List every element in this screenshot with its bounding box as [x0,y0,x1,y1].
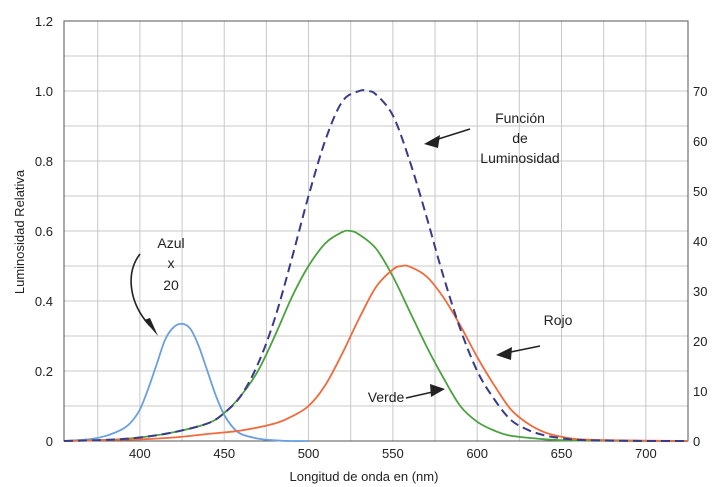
x-tick-label: 600 [466,446,488,461]
x-axis-title: Longitud de onda en (nm) [290,469,439,484]
y-tick-label: 0.4 [35,294,53,309]
x-tick-label: 450 [213,446,235,461]
verde-label: Verde [368,389,405,405]
azul-label-line2: x [168,255,175,271]
series-line-luminosidad [63,89,689,443]
x-tick-label: 500 [298,446,320,461]
y2-tick-label: 70 [693,84,707,99]
grid-lines [64,21,688,441]
series-line-azul [63,322,309,442]
verde-arrowhead-icon [430,384,445,397]
y2-tick-label: 40 [693,234,707,249]
y2-tick-label: 30 [693,284,707,299]
y-tick-label: 0.2 [35,364,53,379]
luminosidad-arrowhead-icon [424,135,440,148]
y2-tick-label: 60 [693,134,707,149]
x-tick-label: 550 [382,446,404,461]
luminosidad-label-line3: Luminosidad [480,150,559,166]
azul-arrow-icon [130,253,151,327]
y-tick-label: 0 [46,434,53,449]
y2-tick-label: 10 [693,384,707,399]
y-tick-label: 0.6 [35,224,53,239]
azul-label-line3: 20 [163,277,179,293]
y-tick-label: 0.8 [35,154,53,169]
series-group [63,89,689,443]
x-tick-label: 650 [551,446,573,461]
x-tick-labels: 400 450 500 550 600 650 700 [129,446,657,461]
azul-annotation: Azul x 20 [130,235,185,336]
luminosidad-annotation: Función de Luminosidad [424,110,560,166]
rojo-annotation: Rojo [496,312,573,360]
x-tick-label: 700 [635,446,657,461]
y-axis-title: Luminosidad Relativa [12,169,27,294]
luminosidad-label-line2: de [512,130,528,146]
azul-arrowhead-icon [144,318,158,336]
azul-label-line1: Azul [157,235,184,251]
verde-annotation: Verde [368,384,445,405]
rojo-arrowhead-icon [496,347,512,360]
rojo-label: Rojo [544,312,573,328]
y2-tick-label: 20 [693,334,707,349]
y2-tick-label: 50 [693,184,707,199]
x-tick-label: 400 [129,446,151,461]
y-tick-labels: 0 0.2 0.4 0.6 0.8 1.0 1.2 [35,14,53,449]
y-tick-label: 1.2 [35,14,53,29]
rojo-arrow-icon [505,345,541,354]
y-tick-label: 1.0 [35,84,53,99]
plot-frame [63,20,689,442]
y2-tick-label: 0 [693,434,700,449]
luminosidad-label-line1: Función [495,110,545,126]
series-line-rojo [63,264,689,442]
y2-tick-labels: 0 10 20 30 40 50 60 70 [693,84,707,449]
